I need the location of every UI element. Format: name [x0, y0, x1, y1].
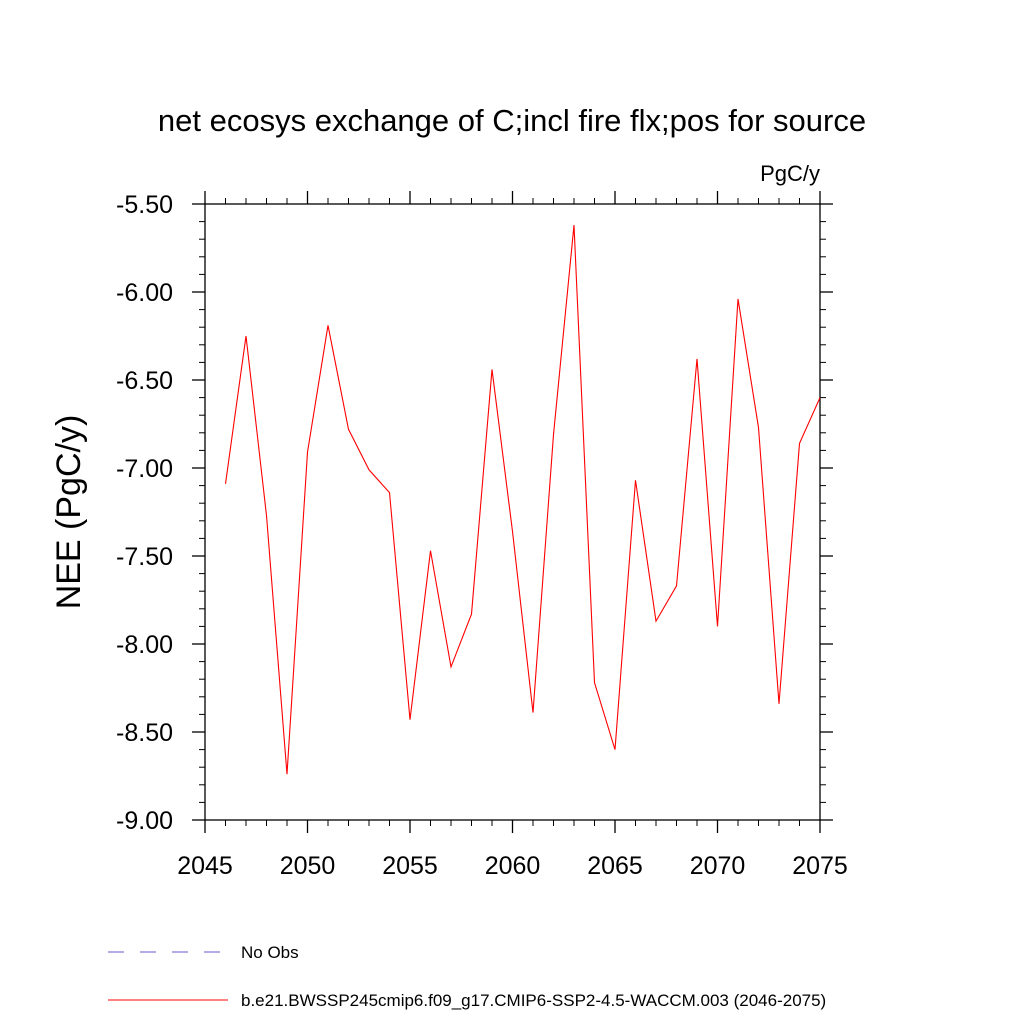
legend: No Obs b.e21.BWSSP245cmip6.f09_g17.CMIP6-…: [108, 943, 826, 1010]
x-tick-label: 2070: [690, 852, 746, 880]
legend-label: No Obs: [241, 943, 299, 962]
y-tick-label: -6.00: [116, 279, 173, 307]
units-label: PgC/y: [760, 161, 820, 186]
chart-title: net ecosys exchange of C;incl fire flx;p…: [158, 103, 866, 138]
y-tick-label: -9.00: [116, 807, 173, 835]
x-tick-label: 2075: [792, 852, 848, 880]
x-tick-label: 2055: [382, 852, 438, 880]
series-layer: [224, 225, 821, 775]
x-tick-label: 2065: [587, 852, 643, 880]
series-line: [224, 225, 821, 775]
x-tick-label: 2050: [280, 852, 336, 880]
y-tick-label: -8.00: [116, 631, 173, 659]
x-axis: 2045 2050 2055 2060 2065 2070 2075: [177, 191, 848, 880]
y-tick-label: -8.50: [116, 719, 173, 747]
legend-label: b.e21.BWSSP245cmip6.f09_g17.CMIP6-SSP2-4…: [241, 991, 826, 1010]
y-tick-label: -6.50: [116, 367, 173, 395]
plot-border: [204, 203, 821, 821]
y-axis: -5.50 -6.00 -6.50 -7.00 -7.50 -8.00 -8.50 -9.00: [116, 191, 833, 835]
y-tick-label: -7.50: [116, 543, 173, 571]
y-tick-label: -7.00: [116, 455, 173, 483]
x-tick-label: 2060: [485, 852, 541, 880]
y-axis-label: NEE (PgC/y): [50, 415, 88, 610]
y-tick-label: -5.50: [116, 191, 173, 219]
plot-frame: [204, 203, 821, 821]
x-tick-label: 2045: [177, 852, 233, 880]
